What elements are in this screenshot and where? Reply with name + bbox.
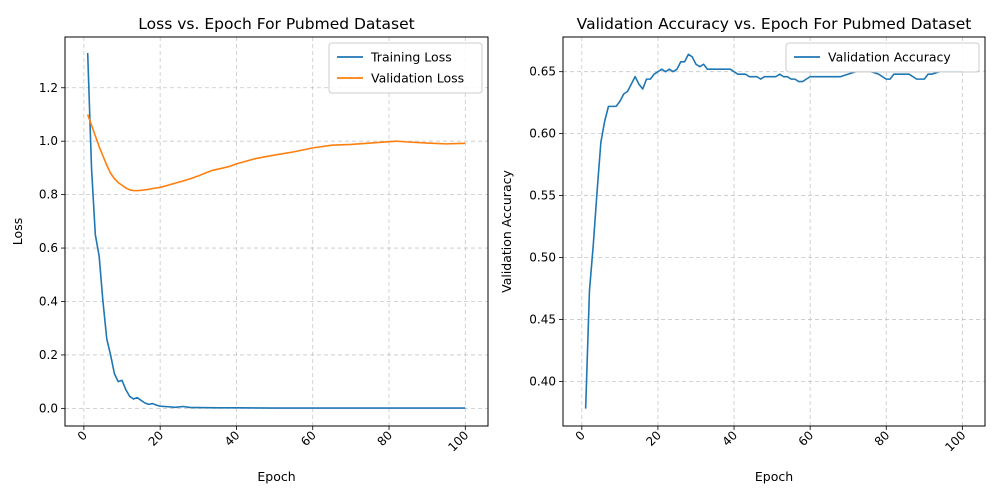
loss-chart-y-tick-label: 0.0 <box>39 401 58 415</box>
loss-chart-axes-frame <box>64 36 489 427</box>
loss-chart-y-tick-label: 0.4 <box>39 294 58 308</box>
loss-chart: 0 20 40 60 80 100 0.0 0.2 0.4 0.6 0.8 1.0 1.2 Loss v… <box>10 15 489 484</box>
loss-chart-x-axis-label: Epoch <box>257 469 295 484</box>
loss-chart-legend: Training Loss Validation Loss <box>328 42 483 94</box>
accuracy-chart-x-tick-label: 60 <box>796 428 817 449</box>
loss-chart-y-tick-label: 1.0 <box>39 134 58 148</box>
accuracy-chart-legend-box <box>785 42 980 73</box>
accuracy-chart-y-tick-label: 0.60 <box>529 127 556 141</box>
loss-chart-x-tick-label: 60 <box>298 428 319 449</box>
accuracy-chart-y-tick-label: 0.50 <box>529 251 556 265</box>
accuracy-chart-x-tick-label: 100 <box>942 428 968 454</box>
accuracy-chart-axes-frame <box>562 36 986 427</box>
accuracy-chart-legend-label-1: Validation Accuracy <box>828 50 951 65</box>
accuracy-chart-y-axis-label: Validation Accuracy <box>499 170 514 293</box>
loss-chart-title: Loss vs. Epoch For Pubmed Dataset <box>138 15 414 33</box>
accuracy-chart-y-tick-label: 0.40 <box>529 374 556 388</box>
loss-chart-series-line-2 <box>86 114 466 192</box>
loss-chart-y-tick-label: 0.2 <box>39 348 58 362</box>
accuracy-chart-legend: Validation Accuracy <box>785 42 980 73</box>
accuracy-chart-y-tick-label: 0.45 <box>529 312 556 326</box>
accuracy-chart-y-tick-label: 0.65 <box>529 65 556 79</box>
loss-chart-y-tick-label: 0.8 <box>39 188 58 202</box>
accuracy-chart-y-tick-label: 0.55 <box>529 189 556 203</box>
loss-chart-legend-label-2: Validation Loss <box>371 71 464 86</box>
loss-chart-legend-label-1: Training Loss <box>370 50 452 65</box>
accuracy-chart-x-tick-label: 0 <box>573 428 588 443</box>
loss-chart-x-tick-label: 40 <box>222 428 243 449</box>
loss-chart-legend-box <box>328 42 483 94</box>
loss-chart-x-tick-label: 100 <box>445 428 471 454</box>
accuracy-chart: 0 20 40 60 80 100 0.40 0.45 0.50 0.55 0.60 0.65 Val… <box>499 15 986 484</box>
loss-chart-x-tick-label: 0 <box>75 428 90 443</box>
loss-chart-y-tick-label: 0.6 <box>39 241 58 255</box>
loss-chart-y-axis-label: Loss <box>10 218 25 245</box>
accuracy-chart-title: Validation Accuracy vs. Epoch For Pubmed… <box>577 15 972 33</box>
accuracy-chart-x-tick-label: 40 <box>719 428 740 449</box>
accuracy-chart-series-line-1 <box>584 53 963 409</box>
accuracy-chart-x-tick-label: 80 <box>872 428 893 449</box>
loss-chart-series-line-1 <box>86 53 466 409</box>
loss-chart-y-tick-label: 1.2 <box>39 81 58 95</box>
accuracy-chart-x-axis-label: Epoch <box>755 469 793 484</box>
loss-chart-x-tick-label: 80 <box>374 428 395 449</box>
accuracy-chart-x-tick-label: 20 <box>643 428 664 449</box>
loss-chart-x-tick-label: 20 <box>146 428 167 449</box>
